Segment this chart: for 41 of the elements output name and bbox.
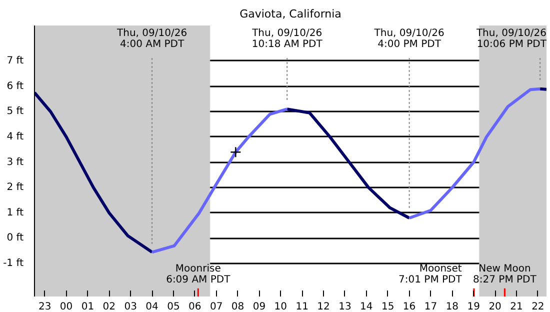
x-tick-label: 19 [467, 302, 480, 312]
x-tick-label: 22 [532, 302, 544, 312]
x-tick-label: 16 [402, 302, 416, 312]
x-tick-label: 02 [102, 302, 116, 312]
x-tick-label: 21 [510, 302, 523, 312]
y-tick-label: 6 ft [6, 80, 24, 92]
chart-title: Gaviota, California [240, 8, 342, 20]
ref-line-label: Moonset 7:01 PM PDT [398, 264, 463, 286]
x-tick-label: 12 [317, 302, 330, 312]
ref-line-label: New Moon 8:27 PM PDT [473, 264, 538, 286]
y-tick-label: 3 ft [6, 156, 24, 168]
y-tick-label: 0 ft [6, 232, 24, 244]
x-tick-label: 06 [188, 302, 202, 312]
y-tick-label: 1 ft [6, 207, 24, 218]
x-tick-label: 01 [81, 302, 94, 312]
annotation: Thu, 09/10/26 10:06 PM PDT [475, 28, 548, 50]
annotation: Thu, 09/10/26 4:00 PM PDT [373, 28, 444, 50]
x-tick-label: 15 [382, 302, 394, 312]
x-tick-label: 00 [60, 302, 73, 312]
x-tick-label: 04 [146, 302, 158, 312]
x-tick-label: 09 [252, 302, 266, 312]
y-tick-label: 7 ft [6, 55, 24, 66]
x-tick-label: 03 [124, 302, 137, 312]
x-tick-label: 11 [296, 302, 308, 312]
x-tick-label: 20 [488, 302, 502, 312]
annotation: Thu, 09/10/26 4:00 AM PDT [116, 28, 188, 50]
x-tick-label: 14 [360, 302, 373, 312]
y-tick-label: 4 ft [6, 131, 24, 142]
x-tick-label: 18 [446, 302, 459, 312]
y-tick-label: 2 ft [6, 182, 24, 194]
x-tick-label: 05 [167, 302, 180, 312]
y-tick-label: 5 ft [6, 106, 24, 118]
x-tick-label: 10 [274, 302, 288, 312]
y-tick-label: -1 ft [3, 258, 24, 270]
x-tick-label: 08 [231, 302, 244, 312]
x-tick-label: 07 [210, 302, 223, 312]
annotation: Thu, 09/10/26 10:18 AM PDT [251, 28, 324, 50]
x-tick-label: 17 [424, 302, 438, 312]
ref-line-label: Moonrise 6:09 AM PDT [166, 264, 232, 286]
x-tick-label: 23 [38, 302, 52, 312]
x-tick-label: 13 [338, 302, 352, 312]
